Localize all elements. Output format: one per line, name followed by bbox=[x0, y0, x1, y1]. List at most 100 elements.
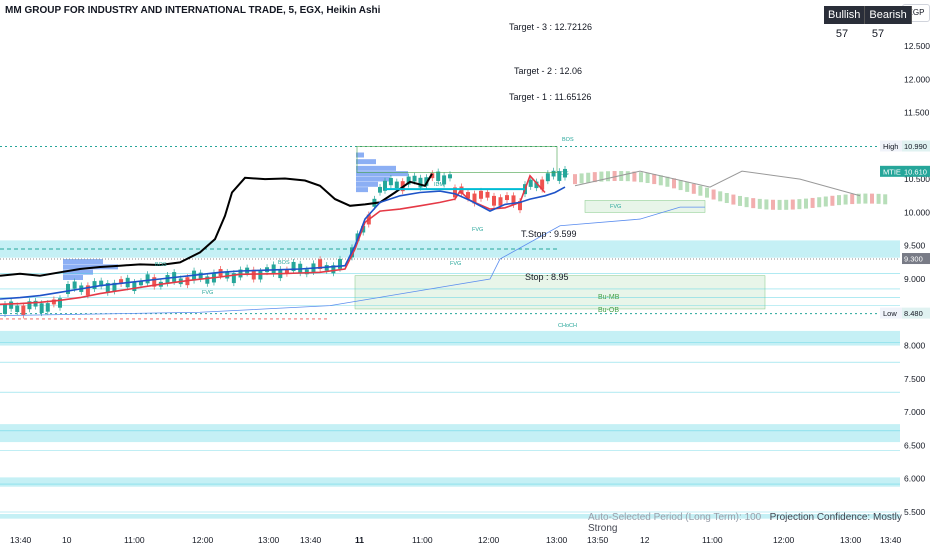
candle-body bbox=[119, 279, 124, 285]
y-tick-label: 6.000 bbox=[904, 474, 926, 484]
projection-candle bbox=[817, 197, 822, 208]
candle-body bbox=[258, 270, 263, 280]
projection-candle bbox=[883, 194, 888, 205]
candle-body bbox=[338, 258, 342, 269]
bullish-value: 57 bbox=[835, 28, 849, 40]
candle-body bbox=[448, 174, 452, 179]
candle-body bbox=[540, 179, 545, 190]
projection-candle bbox=[790, 199, 795, 210]
x-tick-label: 11:00 bbox=[124, 535, 145, 545]
liquidity-zone bbox=[0, 330, 900, 346]
volume-profile-bar bbox=[63, 264, 118, 270]
candle-body bbox=[528, 179, 533, 187]
volume-profile-bar bbox=[356, 171, 408, 177]
candle-body bbox=[388, 177, 393, 186]
price-badge-label-bg bbox=[880, 165, 902, 177]
projection-candle bbox=[757, 198, 762, 209]
candle-body bbox=[138, 281, 143, 286]
price-badge-label: Low bbox=[883, 309, 897, 318]
liquidity-zone bbox=[0, 477, 900, 487]
smc-annotation: BOS bbox=[278, 260, 290, 266]
bearish-value: 57 bbox=[871, 28, 885, 40]
projection-candle bbox=[738, 195, 742, 206]
candle-body bbox=[99, 280, 104, 287]
smc-annotation: IDM bbox=[434, 182, 445, 188]
volume-profile-bar bbox=[356, 159, 376, 165]
price-badge-bg bbox=[902, 165, 930, 177]
price-badge-label: MTIE bbox=[883, 167, 901, 176]
candle-body bbox=[331, 265, 336, 274]
projection-candle bbox=[685, 181, 690, 192]
projection-candle bbox=[705, 187, 709, 198]
candle-body bbox=[378, 186, 382, 193]
x-tick-label: 13:40 bbox=[880, 535, 902, 545]
x-tick-label: 11:00 bbox=[702, 535, 723, 545]
x-tick-label: 11 bbox=[355, 535, 364, 545]
smc-annotation: BOS bbox=[155, 262, 167, 268]
candle-body bbox=[551, 170, 556, 177]
projection-candle bbox=[870, 193, 874, 204]
envelope-line bbox=[0, 206, 705, 317]
candle-body bbox=[85, 285, 90, 296]
series-lines bbox=[0, 146, 861, 317]
x-tick-label: 10 bbox=[62, 535, 72, 545]
projection-candle bbox=[579, 173, 584, 184]
candle-body bbox=[231, 273, 236, 284]
projection-candle bbox=[724, 193, 729, 204]
candle-body bbox=[534, 181, 539, 189]
price-badge-label-bg bbox=[880, 307, 902, 319]
x-tick-label: 13:00 bbox=[258, 535, 280, 545]
candle-body bbox=[238, 269, 243, 278]
candle-body bbox=[466, 192, 470, 199]
smc-annotation: FVG bbox=[202, 290, 213, 296]
projection-candle bbox=[823, 196, 828, 207]
candle-body bbox=[545, 173, 550, 182]
candle-body bbox=[406, 176, 411, 185]
projection-candle bbox=[573, 174, 577, 185]
projection-candle bbox=[751, 198, 756, 209]
projection-candle bbox=[639, 172, 643, 183]
x-tick-label: 13:00 bbox=[840, 535, 862, 545]
bu-mb-label: Bu-MB bbox=[598, 294, 620, 301]
x-tick-label: 12:00 bbox=[192, 535, 214, 545]
period-note: Auto-Selected Period (Long Term): 100 bbox=[588, 512, 762, 523]
candle-body bbox=[9, 301, 14, 309]
x-tick-label: 13:50 bbox=[587, 535, 609, 545]
projection-candle bbox=[810, 197, 815, 208]
candle-body bbox=[92, 281, 97, 290]
candle-body bbox=[152, 277, 157, 287]
candles-layer bbox=[3, 165, 888, 319]
projection-candle bbox=[744, 197, 749, 208]
candle-body bbox=[3, 303, 7, 314]
candle-body bbox=[383, 180, 387, 191]
liquidity-zone bbox=[0, 424, 900, 443]
bullish-header: Bullish bbox=[824, 6, 866, 24]
candle-body bbox=[498, 197, 503, 206]
candle-body bbox=[304, 269, 309, 275]
price-badge-bg bbox=[902, 140, 930, 152]
volume-profile-bar bbox=[356, 165, 396, 171]
candle-body bbox=[39, 303, 44, 314]
x-tick-label: 13:00 bbox=[546, 535, 568, 545]
projection-candle bbox=[665, 176, 670, 187]
projection-candle bbox=[672, 178, 676, 189]
volume-profile-bar bbox=[356, 176, 390, 182]
price-badge-value: 10.610 bbox=[904, 167, 927, 176]
chart-title: MM GROUP FOR INDUSTRY AND INTERNATIONAL … bbox=[5, 5, 381, 16]
smc-annotation: FVG bbox=[472, 227, 483, 233]
projection-candle bbox=[731, 194, 736, 205]
projection-candle bbox=[586, 172, 591, 183]
projection-candle bbox=[850, 194, 855, 205]
candle-body bbox=[15, 305, 20, 313]
projection-candle bbox=[606, 171, 610, 182]
candle-body bbox=[132, 281, 137, 292]
candle-body bbox=[436, 171, 441, 182]
projection-zigzag bbox=[574, 170, 861, 197]
projection-candle bbox=[797, 199, 802, 210]
projection-footer: Auto-Selected Period (Long Term): 100 Pr… bbox=[588, 512, 932, 534]
projection-candle bbox=[652, 174, 657, 185]
y-axis: 12.50012.00011.50011.00010.50010.0009.50… bbox=[880, 41, 930, 517]
price-badge-value: 10.990 bbox=[904, 142, 927, 151]
y-tick-label: 7.000 bbox=[904, 407, 926, 417]
